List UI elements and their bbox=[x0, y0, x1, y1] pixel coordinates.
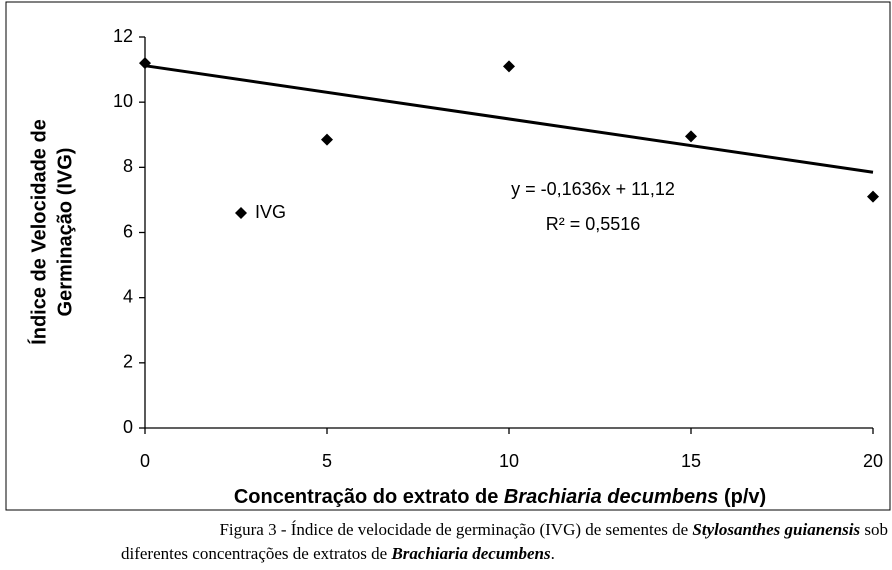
caption-part: Stylosanthes guianensis bbox=[692, 520, 860, 539]
chart-border bbox=[5, 1, 891, 511]
legend-label: IVG bbox=[255, 202, 286, 222]
y-tick-label: 8 bbox=[123, 156, 133, 176]
caption-part: sob bbox=[860, 520, 888, 539]
caption: diferentes concentrações de extratos de … bbox=[121, 544, 555, 563]
y-tick-label: 0 bbox=[123, 417, 133, 437]
trend-equation: y = -0,1636x + 11,12 bbox=[511, 179, 675, 199]
r-squared: R² = 0,5516 bbox=[546, 214, 641, 234]
legend-marker bbox=[235, 207, 247, 219]
caption-part: Figura 3 - Índice de velocidade de germi… bbox=[219, 520, 692, 539]
caption-part: Brachiaria decumbens bbox=[390, 544, 551, 563]
data-point bbox=[139, 57, 151, 70]
y-tick-label: 2 bbox=[123, 352, 133, 372]
data-point bbox=[503, 60, 515, 73]
y-axis-label: Germinação (IVG) bbox=[54, 148, 76, 317]
x-tick-label: 20 bbox=[863, 451, 883, 471]
x-axis-label-part: Brachiaria decumbens bbox=[504, 486, 719, 508]
x-tick-label: 15 bbox=[681, 451, 701, 471]
y-tick-label: 4 bbox=[123, 286, 133, 306]
caption-part: diferentes concentrações de extratos de bbox=[121, 544, 391, 563]
y-axis-label: Índice de Velocidade de bbox=[27, 119, 50, 345]
y-tick-label: 12 bbox=[113, 26, 133, 46]
caption: Figura 3 - Índice de velocidade de germi… bbox=[219, 520, 888, 539]
x-axis-label-part: Concentração do extrato de bbox=[234, 486, 504, 508]
y-tick-label: 10 bbox=[113, 91, 133, 111]
x-axis-label: Concentração do extrato de Brachiaria de… bbox=[234, 486, 766, 508]
y-tick-label: 6 bbox=[123, 221, 133, 241]
x-tick-label: 0 bbox=[140, 451, 150, 471]
data-point bbox=[867, 190, 879, 203]
caption-part: . bbox=[551, 544, 555, 563]
x-tick-label: 5 bbox=[322, 451, 332, 471]
x-tick-label: 10 bbox=[499, 451, 519, 471]
trendline bbox=[144, 64, 874, 174]
data-point bbox=[321, 133, 333, 146]
data-point bbox=[685, 130, 697, 143]
x-axis-label-part: (p/v) bbox=[718, 486, 766, 508]
